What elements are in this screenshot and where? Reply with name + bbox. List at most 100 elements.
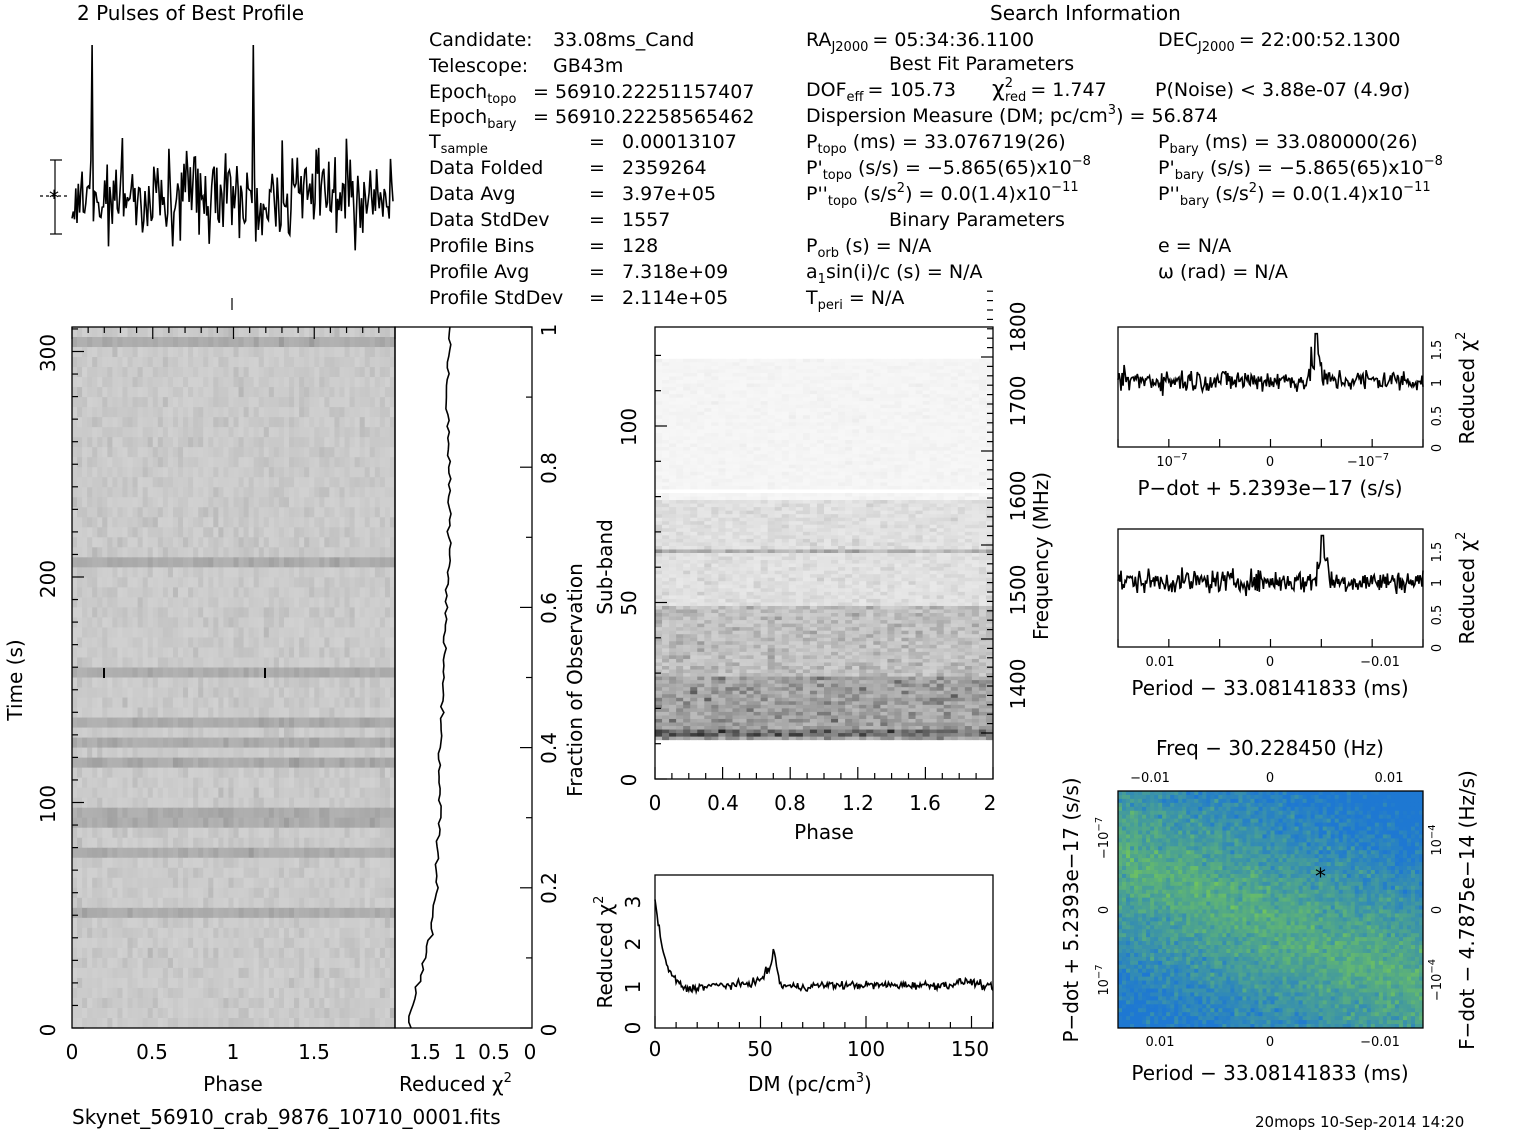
time-phase-cell	[263, 957, 270, 969]
time-phase-cell	[369, 657, 376, 668]
time-phase-cell	[203, 357, 209, 368]
time-phase-cell	[82, 787, 88, 799]
time-phase-cell	[289, 367, 295, 378]
time-phase-cell	[384, 877, 391, 889]
time-phase-cell	[299, 467, 305, 478]
time-phase-cell	[248, 757, 255, 769]
time-phase-cell	[112, 607, 118, 618]
time-phase-cell	[213, 937, 219, 949]
time-phase-cell	[142, 397, 149, 408]
time-phase-cell	[172, 1007, 179, 1019]
subband-cell	[824, 344, 832, 349]
time-phase-cell	[268, 927, 275, 939]
time-phase-cell	[283, 487, 290, 498]
time-phase-cell	[183, 427, 189, 438]
time-phase-cell	[218, 387, 224, 398]
time-phase-cell	[324, 1017, 330, 1029]
time-phase-cell	[238, 467, 245, 478]
fraction-tick-02: 0.2	[537, 872, 561, 904]
time-phase-cell	[233, 767, 240, 779]
time-phase-cell	[268, 557, 275, 568]
time-phase-cell	[208, 767, 214, 779]
time-phase-cell	[188, 617, 194, 628]
time-phase-cell	[228, 327, 234, 338]
time-phase-cell	[243, 697, 250, 709]
time-phase-cell	[389, 367, 396, 378]
time-phase-cell	[329, 557, 335, 568]
time-phase-cell	[107, 827, 113, 839]
time-phase-cell	[183, 617, 189, 628]
time-phase-cell	[319, 527, 325, 538]
time-phase-cell	[102, 907, 108, 919]
time-phase-cell	[122, 837, 129, 849]
time-phase-cell	[193, 787, 199, 799]
time-phase-cell	[263, 1007, 270, 1019]
time-phase-cell	[167, 567, 174, 578]
time-tick-200: 200	[36, 560, 60, 598]
time-phase-cell	[177, 557, 184, 568]
time-phase-cell	[218, 687, 224, 699]
time-phase-cell	[92, 647, 98, 658]
subband-cell	[978, 341, 987, 346]
time-phase-cell	[172, 507, 179, 518]
time-phase-cell	[243, 577, 250, 588]
time-phase-cell	[359, 357, 366, 368]
time-phase-cell	[198, 597, 204, 608]
time-phase-cell	[102, 837, 108, 849]
time-phase-cell	[112, 1007, 118, 1019]
time-phase-cell	[309, 357, 315, 368]
time-phase-cell	[172, 657, 179, 668]
subband-cell	[901, 341, 909, 346]
time-phase-cell	[233, 987, 240, 999]
time-phase-cell	[203, 437, 209, 448]
time-phase-cell	[278, 777, 285, 789]
time-phase-cell	[273, 517, 280, 528]
time-phase-cell	[147, 787, 154, 799]
time-phase-cell	[102, 937, 108, 949]
time-phase-cell	[147, 367, 154, 378]
time-phase-cell	[127, 897, 134, 909]
time-phase-cell	[188, 997, 194, 1009]
time-phase-cell	[384, 917, 391, 929]
time-phase-cell	[289, 457, 295, 468]
time-phase-cell	[112, 427, 118, 438]
subband-cell	[824, 348, 832, 353]
time-phase-cell	[157, 817, 164, 829]
time-phase-cell	[294, 577, 300, 588]
time-phase-cell	[203, 717, 209, 729]
time-phase-cell	[228, 537, 234, 548]
subband-cell	[859, 337, 867, 342]
subband-cell	[753, 341, 762, 346]
time-phase-cell	[233, 607, 240, 618]
time-phase-cell	[294, 467, 300, 478]
redchi-tick-15: 1.5	[409, 1040, 441, 1064]
time-phase-cell	[273, 477, 280, 488]
time-phase-cell	[147, 767, 154, 779]
time-phase-cell	[137, 697, 144, 709]
time-phase-cell	[384, 577, 391, 588]
time-phase-cell	[77, 667, 83, 678]
time-phase-cell	[198, 577, 204, 588]
time-phase-cell	[107, 657, 113, 668]
time-phase-cell	[334, 877, 340, 889]
time-phase-cell	[127, 777, 134, 789]
time-phase-cell	[294, 847, 300, 859]
time-phase-cell	[223, 867, 229, 879]
time-phase-cell	[193, 887, 199, 899]
subband-cell	[901, 337, 909, 342]
time-phase-cell	[243, 707, 250, 719]
time-phase-cell	[309, 797, 315, 809]
time-phase-cell	[127, 647, 134, 658]
time-phase-cell	[107, 637, 113, 648]
time-phase-cell	[263, 897, 270, 909]
time-phase-cell	[72, 947, 78, 959]
time-phase-cell	[183, 607, 189, 618]
time-phase-cell	[82, 967, 88, 979]
time-phase-cell	[278, 397, 285, 408]
subband-cell	[922, 344, 931, 349]
time-phase-cell	[188, 877, 194, 889]
time-phase-cell	[374, 517, 381, 528]
time-phase-cell	[172, 767, 179, 779]
time-phase-cell	[193, 957, 199, 969]
time-phase-cell	[248, 647, 255, 658]
